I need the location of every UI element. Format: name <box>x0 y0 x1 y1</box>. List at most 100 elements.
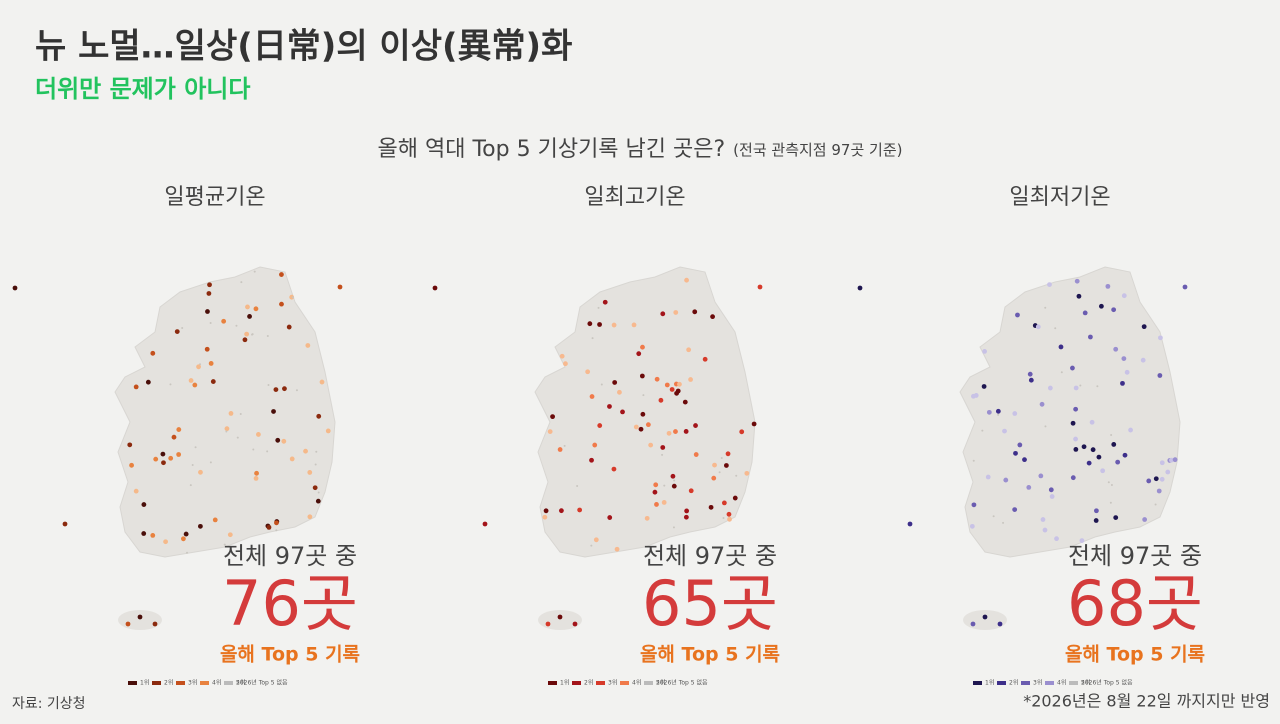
station-dot <box>985 474 991 480</box>
station-dot <box>585 369 591 375</box>
station-dot <box>1027 371 1033 377</box>
station-dot <box>673 429 678 434</box>
station-dot <box>1141 324 1147 330</box>
station-dot <box>316 413 322 419</box>
island-dot <box>62 521 68 527</box>
station-dot <box>141 502 147 507</box>
station-dot <box>305 343 311 348</box>
station-dot <box>995 408 1001 414</box>
station-dot <box>1079 538 1085 544</box>
station-dot <box>1094 508 1099 514</box>
station-dot <box>205 309 210 314</box>
station-dot <box>253 270 256 273</box>
station-dot <box>228 411 234 416</box>
station-dot <box>133 384 139 390</box>
station-dot <box>209 321 212 324</box>
legend-label: 1위 <box>985 679 994 687</box>
station-dot <box>1079 384 1082 387</box>
legend-label: 3위 <box>188 679 197 687</box>
island-dot <box>757 284 763 290</box>
station-dot <box>1049 494 1055 499</box>
station-dot <box>150 533 156 538</box>
station-dot <box>152 621 158 627</box>
station-dot <box>660 445 666 450</box>
station-dot <box>196 364 201 370</box>
station-dot <box>589 457 594 463</box>
station-dot <box>660 311 666 317</box>
legend-swatch <box>548 681 557 685</box>
station-dot <box>683 429 689 434</box>
station-dot <box>686 347 692 353</box>
station-dot <box>253 476 259 481</box>
station-dot <box>1013 450 1018 456</box>
station-dot <box>684 508 690 514</box>
station-dot <box>1012 507 1018 512</box>
station-dot <box>1154 503 1157 506</box>
station-dot <box>1060 371 1063 374</box>
island-dot <box>1182 284 1188 290</box>
legend-label: 5위 <box>656 679 665 687</box>
station-dot <box>1098 303 1104 309</box>
station-dot <box>642 394 645 397</box>
station-dot <box>693 423 698 428</box>
station-dot <box>971 393 976 399</box>
legend-label: 4위 <box>1057 679 1066 687</box>
station-dot <box>274 520 279 526</box>
station-dot <box>611 466 617 472</box>
station-dot <box>576 485 579 488</box>
station-dot <box>183 531 189 537</box>
station-dot <box>558 508 564 514</box>
legend-label: 1위 <box>560 679 569 687</box>
station-dot <box>612 380 618 385</box>
total-label: 전체 97곳 중 <box>643 542 777 570</box>
station-dot <box>631 322 637 328</box>
legend-label: 4위 <box>632 679 641 687</box>
station-dot <box>645 422 651 428</box>
station-dot <box>289 294 295 300</box>
station-dot <box>1111 307 1117 313</box>
station-dot <box>1088 334 1093 340</box>
station-dot <box>315 450 318 453</box>
station-dot <box>590 544 593 547</box>
station-dot <box>688 377 693 382</box>
station-dot <box>688 488 694 494</box>
station-dot <box>180 536 186 542</box>
jeju <box>963 610 1007 630</box>
station-dot <box>669 387 675 392</box>
station-dot <box>661 453 664 456</box>
station-dot <box>661 500 667 505</box>
station-dot <box>1096 385 1099 388</box>
station-dot <box>292 296 295 299</box>
station-dot <box>267 383 270 386</box>
legend-label: 2026년 Top 5 없음 <box>656 679 708 687</box>
station-dot <box>597 322 602 327</box>
station-dot <box>1026 484 1032 490</box>
subtitle: 더위만 문제가 아니다 <box>35 75 250 103</box>
station-dot <box>168 455 174 461</box>
station-dot <box>1113 515 1119 520</box>
station-dot <box>163 539 168 545</box>
station-dot <box>1110 433 1113 436</box>
station-dot <box>720 456 723 459</box>
legend-swatch <box>620 681 629 685</box>
station-dot <box>611 322 617 328</box>
station-dot <box>1159 460 1165 466</box>
station-dot <box>137 614 143 620</box>
legend-label: 3위 <box>1033 679 1042 687</box>
station-dot <box>1017 442 1023 448</box>
station-dot <box>1074 278 1080 284</box>
station-dot <box>224 426 230 432</box>
station-dot <box>1047 282 1052 287</box>
panel-title: 일평균기온 <box>164 185 265 210</box>
station-dot <box>266 335 269 338</box>
station-dot <box>997 413 1000 416</box>
heading: 올해 역대 Top 5 기상기록 남긴 곳은? (전국 관측지점 97곳 기준) <box>378 137 903 162</box>
station-dot <box>721 500 727 506</box>
legend-swatch <box>644 681 653 685</box>
station-dot <box>1082 310 1088 316</box>
station-dot <box>207 282 212 288</box>
station-dot <box>644 515 650 521</box>
station-dot <box>607 515 613 520</box>
station-dot <box>1073 436 1078 442</box>
title: 뉴 노멀…일상(日常)의 이상(異常)화 <box>35 27 572 67</box>
